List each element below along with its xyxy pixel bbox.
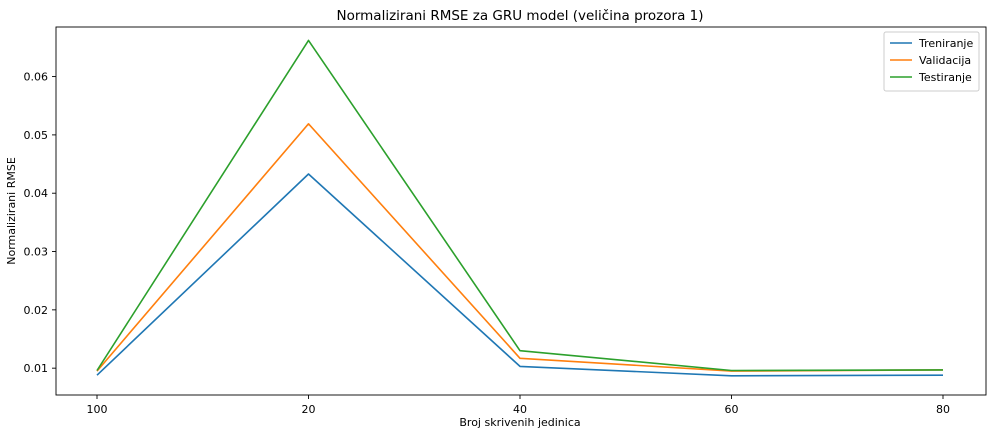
y-axis: 0.01 0.02 0.03 0.04 0.05 0.06 — [24, 71, 56, 375]
y-tick-label: 0.04 — [24, 187, 49, 200]
x-axis: 100 20 40 60 80 — [87, 395, 950, 416]
x-tick-label: 20 — [302, 403, 316, 416]
y-tick-label: 0.03 — [24, 246, 49, 259]
y-axis-label: Normalizirani RMSE — [5, 157, 18, 265]
plot-area — [55, 26, 987, 396]
series-line-validacija — [96, 123, 944, 372]
legend: Treniranje Validacija Testiranje — [883, 31, 980, 92]
series-line-treniranje — [96, 173, 944, 377]
series-lines — [96, 39, 944, 377]
x-tick-label: 40 — [513, 403, 527, 416]
y-tick-label: 0.02 — [24, 304, 49, 317]
legend-label: Validacija — [919, 54, 971, 67]
x-tick-label: 80 — [936, 403, 950, 416]
x-axis-label: Broj skrivenih jedinica — [459, 416, 580, 429]
legend-label: Testiranje — [918, 71, 972, 84]
legend-label: Treniranje — [918, 37, 973, 50]
series-line-testiranje — [96, 39, 944, 372]
x-tick-label: 100 — [87, 403, 108, 416]
x-tick-label: 60 — [725, 403, 739, 416]
y-tick-label: 0.06 — [24, 71, 49, 84]
y-tick-label: 0.05 — [24, 129, 49, 142]
y-tick-label: 0.01 — [24, 362, 49, 375]
chart-title: Normalizirani RMSE za GRU model (veličin… — [336, 8, 703, 24]
